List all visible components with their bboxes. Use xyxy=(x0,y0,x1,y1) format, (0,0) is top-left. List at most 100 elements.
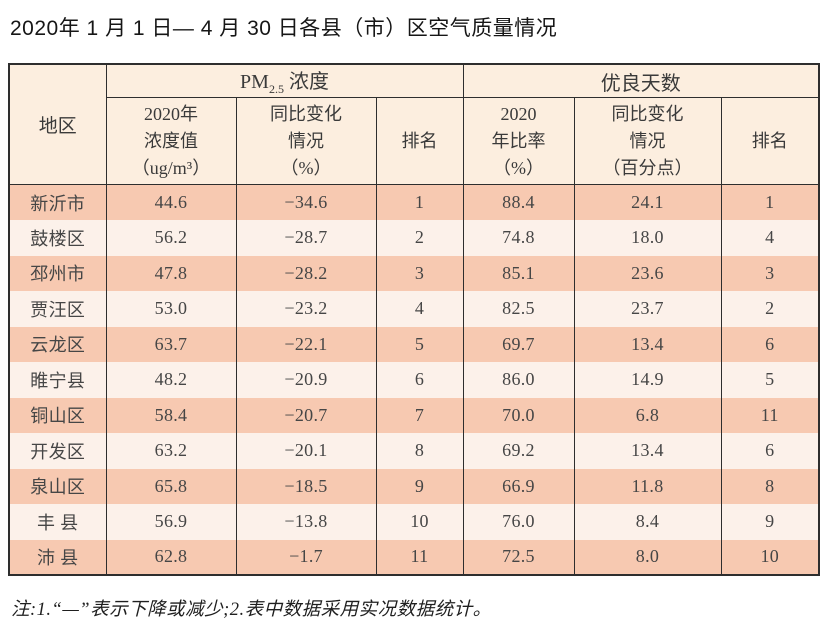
good-ratio-cell: 74.8 xyxy=(462,220,575,256)
good-rank-cell: 11 xyxy=(720,397,820,433)
region-cell: 铜山区 xyxy=(8,397,107,433)
good-change-cell: 24.1 xyxy=(573,184,722,220)
column-header-good-rank: 排名 xyxy=(720,97,820,185)
table-row: 贾汪区 53.0 −23.2 4 82.5 23.7 2 xyxy=(8,291,820,327)
column-group-good-days: 优良天数 xyxy=(462,64,820,98)
column-header-pm-rank: 排名 xyxy=(375,97,464,185)
region-cell: 贾汪区 xyxy=(8,291,107,327)
pm-value-cell: 62.8 xyxy=(105,539,237,575)
pm-change-cell: −22.1 xyxy=(235,326,377,362)
good-rank-cell: 8 xyxy=(720,468,820,504)
sub-header-row: 2020年 浓度值 （ug/m³） 同比变化 情况 （%） 排名 2020 年比… xyxy=(9,97,820,185)
pm-value-cell: 48.2 xyxy=(105,362,237,398)
good-change-cell: 8.0 xyxy=(573,539,722,575)
pm-rank-cell: 2 xyxy=(375,220,464,256)
pm-change-cell: −28.2 xyxy=(235,255,377,291)
pm-rank-cell: 11 xyxy=(375,539,464,575)
pm-label-subscript: 2.5 xyxy=(268,82,284,96)
pm-change-cell: −28.7 xyxy=(235,220,377,256)
good-change-cell: 18.0 xyxy=(573,220,722,256)
good-ratio-cell: 88.4 xyxy=(462,184,575,220)
region-cell: 新沂市 xyxy=(8,184,107,220)
good-change-cell: 23.6 xyxy=(573,255,722,291)
pm-value-cell: 63.7 xyxy=(105,326,237,362)
table-row: 开发区 63.2 −20.1 8 69.2 13.4 6 xyxy=(8,433,820,469)
pm-value-cell: 58.4 xyxy=(105,397,237,433)
good-change-cell: 23.7 xyxy=(573,291,722,327)
good-change-cell: 14.9 xyxy=(573,362,722,398)
pm-rank-cell: 4 xyxy=(375,291,464,327)
group-header-row: 地区 PM2.5 浓度 优良天数 xyxy=(8,64,820,185)
column-group-pm25: PM2.5 浓度 xyxy=(105,64,464,98)
pm-value-cell: 44.6 xyxy=(105,184,237,220)
good-ratio-cell: 72.5 xyxy=(462,539,575,575)
page-title: 2020年 1 月 1 日— 4 月 30 日各县（市）区空气质量情况 xyxy=(10,17,558,40)
good-rank-cell: 1 xyxy=(720,184,820,220)
pm-label-base: PM xyxy=(240,71,269,93)
pm-value-cell: 65.8 xyxy=(105,468,237,504)
good-rank-cell: 3 xyxy=(720,255,820,291)
pm-rank-cell: 9 xyxy=(375,468,464,504)
table-row: 铜山区 58.4 −20.7 7 70.0 6.8 11 xyxy=(8,397,820,433)
pm-change-cell: −20.7 xyxy=(235,397,377,433)
pm-change-cell: −20.1 xyxy=(235,433,377,469)
pm-change-cell: −18.5 xyxy=(235,468,377,504)
air-quality-table: 地区 PM2.5 浓度 优良天数 2020年 浓度值 （ug/m³） 同比变化 … xyxy=(8,63,821,576)
good-change-cell: 8.4 xyxy=(573,504,722,540)
pm-value-cell: 56.9 xyxy=(105,504,237,540)
pm-rank-cell: 6 xyxy=(375,362,464,398)
good-ratio-cell: 69.7 xyxy=(462,326,575,362)
pm-rank-cell: 1 xyxy=(375,184,464,220)
column-header-pm-change: 同比变化 情况 （%） xyxy=(235,97,377,185)
pm-rank-cell: 10 xyxy=(375,504,464,540)
pm-value-cell: 56.2 xyxy=(105,220,237,256)
good-ratio-cell: 85.1 xyxy=(462,255,575,291)
table-row: 邳州市 47.8 −28.2 3 85.1 23.6 3 xyxy=(8,255,820,291)
pm-rank-cell: 5 xyxy=(375,326,464,362)
good-change-cell: 13.4 xyxy=(573,326,722,362)
pm-label-rest: 浓度 xyxy=(283,71,329,93)
good-change-cell: 13.4 xyxy=(573,433,722,469)
good-ratio-cell: 82.5 xyxy=(462,291,575,327)
pm-value-cell: 53.0 xyxy=(105,291,237,327)
good-ratio-cell: 76.0 xyxy=(462,504,575,540)
pm-change-cell: −23.2 xyxy=(235,291,377,327)
table-row: 睢宁县 48.2 −20.9 6 86.0 14.9 5 xyxy=(8,362,820,398)
region-cell: 睢宁县 xyxy=(8,362,107,398)
good-rank-cell: 2 xyxy=(720,291,820,327)
pm-rank-cell: 8 xyxy=(375,433,464,469)
region-cell: 泉山区 xyxy=(8,468,107,504)
table-row: 丰 县 56.9 −13.8 10 76.0 8.4 9 xyxy=(8,504,820,540)
pm-value-cell: 63.2 xyxy=(105,433,237,469)
table-row: 泉山区 65.8 −18.5 9 66.9 11.8 8 xyxy=(8,468,820,504)
pm-change-cell: −34.6 xyxy=(235,184,377,220)
table-row: 新沂市 44.6 −34.6 1 88.4 24.1 1 xyxy=(8,184,820,220)
good-ratio-cell: 69.2 xyxy=(462,433,575,469)
table-row: 云龙区 63.7 −22.1 5 69.7 13.4 6 xyxy=(8,326,820,362)
pm-rank-cell: 3 xyxy=(375,255,464,291)
good-rank-cell: 9 xyxy=(720,504,820,540)
pm-change-cell: −1.7 xyxy=(235,539,377,575)
good-rank-cell: 5 xyxy=(720,362,820,398)
table-body: 新沂市 44.6 −34.6 1 88.4 24.1 1 鼓楼区 56.2 −28.7 2 74.8 1… xyxy=(8,184,820,575)
region-cell: 鼓楼区 xyxy=(8,220,107,256)
pm-value-cell: 47.8 xyxy=(105,255,237,291)
region-cell: 邳州市 xyxy=(8,255,107,291)
good-rank-cell: 10 xyxy=(720,539,820,575)
pm-change-cell: −20.9 xyxy=(235,362,377,398)
good-rank-cell: 6 xyxy=(720,326,820,362)
good-ratio-cell: 70.0 xyxy=(462,397,575,433)
region-cell: 丰 县 xyxy=(8,504,107,540)
table-header: 地区 PM2.5 浓度 优良天数 2020年 浓度值 （ug/m³） 同比变化 … xyxy=(8,64,820,185)
column-header-pm-value: 2020年 浓度值 （ug/m³） xyxy=(105,97,237,185)
table-row: 鼓楼区 56.2 −28.7 2 74.8 18.0 4 xyxy=(8,220,820,256)
good-change-cell: 6.8 xyxy=(573,397,722,433)
footnote: 注:1.“—”表示下降或减少;2.表中数据采用实况数据统计。 xyxy=(11,600,492,620)
good-ratio-cell: 86.0 xyxy=(462,362,575,398)
pm-change-cell: −13.8 xyxy=(235,504,377,540)
column-header-good-ratio: 2020 年比率 （%） xyxy=(462,97,575,185)
good-ratio-cell: 66.9 xyxy=(462,468,575,504)
good-change-cell: 11.8 xyxy=(573,468,722,504)
column-header-good-change: 同比变化 情况 （百分点） xyxy=(573,97,722,185)
